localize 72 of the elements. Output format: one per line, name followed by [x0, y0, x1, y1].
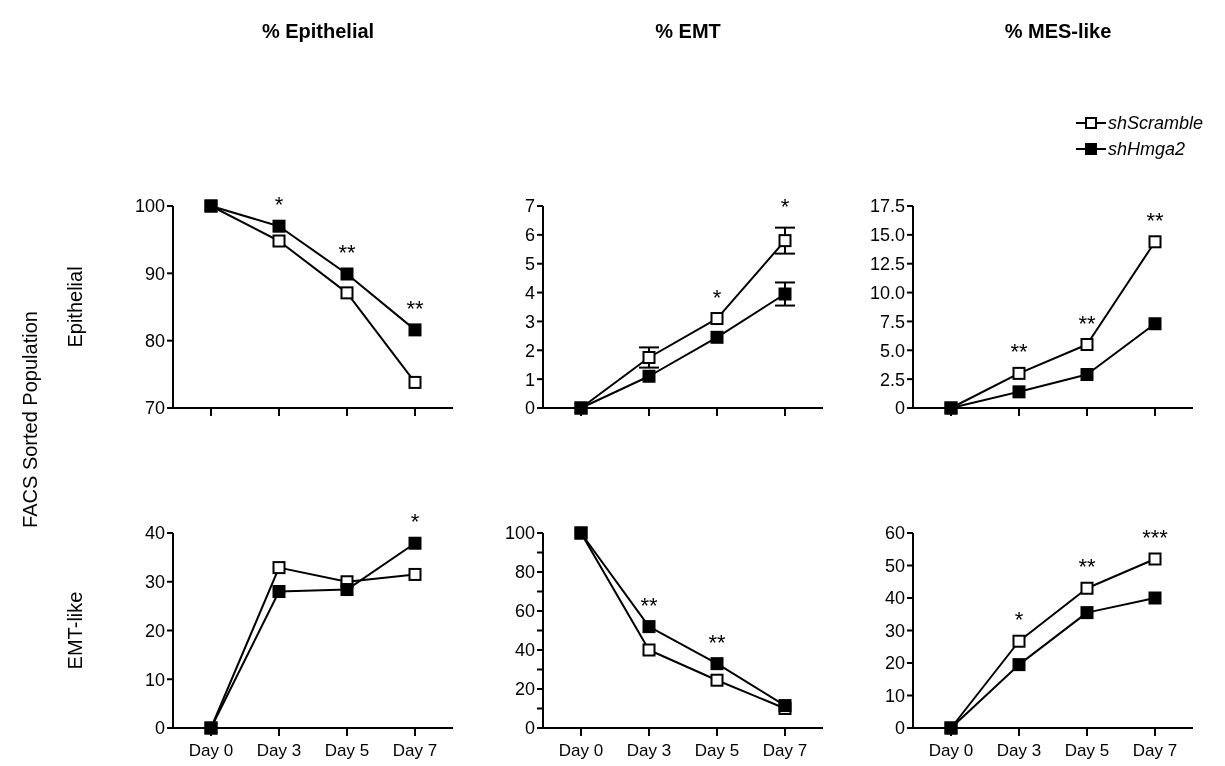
y-tick-label: 5.0	[879, 340, 905, 361]
y-tick-label: 90	[144, 263, 165, 284]
annotation: **	[1010, 339, 1028, 365]
annotation: *	[1014, 607, 1024, 633]
annotation: ***	[1142, 525, 1169, 550]
y-tick-label: 10	[884, 685, 905, 706]
annotation: **	[1146, 207, 1164, 233]
y-tick-label: 7	[524, 196, 535, 217]
x-tick-label: Day 3	[256, 741, 302, 761]
x-tick-label: Day 3	[996, 741, 1042, 761]
annotation: **	[406, 295, 424, 321]
y-tick-label: 2	[524, 340, 535, 361]
x-tick-label: Day 0	[928, 741, 974, 761]
chart-title: % MES-like	[1003, 20, 1113, 43]
annotation: **	[1078, 310, 1096, 336]
chart-title: % Epithelial	[260, 20, 376, 43]
annotation: *	[274, 192, 284, 218]
y-tick-label: 17.5	[869, 196, 905, 217]
y-tick-label: 5	[524, 254, 535, 275]
x-tick-label: Day 0	[188, 741, 234, 761]
y-tick-label: 60	[514, 601, 535, 622]
y-tick-label: 50	[884, 555, 905, 576]
y-tick-label: 80	[144, 331, 165, 352]
annotation: **	[640, 592, 658, 618]
y-tick-label: 40	[884, 588, 905, 609]
y-tick-label: 70	[144, 398, 165, 419]
y-tick-label: 0	[524, 718, 535, 739]
y-tick-label: 4	[524, 282, 535, 303]
annotation: *	[410, 509, 420, 535]
x-tick-label: Day 7	[1132, 741, 1178, 761]
y-axis-title: EMT-like	[64, 591, 87, 670]
y-tick-label: 3	[524, 311, 535, 332]
annotation: **	[338, 240, 356, 266]
y-tick-label: 80	[514, 562, 535, 583]
y-tick-label: 0	[894, 718, 905, 739]
chart-title: % EMT	[654, 20, 722, 43]
x-tick-label: Day 3	[626, 741, 672, 761]
x-tick-label: Day 7	[392, 741, 438, 761]
y-tick-label: 100	[134, 196, 165, 217]
y-tick-label: 0	[154, 718, 165, 739]
y-tick-label: 10	[144, 669, 165, 690]
y-tick-label: 0	[524, 398, 535, 419]
x-tick-label: Day 5	[1064, 741, 1110, 761]
y-tick-label: 6	[524, 225, 535, 246]
legend-label: shScramble	[1107, 112, 1203, 134]
y-tick-label: 10.0	[869, 282, 905, 303]
text: FACS Sorted Population	[18, 310, 42, 530]
y-tick-label: 15.0	[869, 225, 905, 246]
y-tick-label: 7.5	[879, 311, 905, 332]
y-tick-label: 20	[884, 653, 905, 674]
y-tick-label: 2.5	[879, 369, 905, 390]
x-tick-label: Day 5	[694, 741, 740, 761]
annotation: **	[708, 629, 726, 655]
annotation: **	[1078, 554, 1096, 580]
y-tick-label: 40	[514, 640, 535, 661]
y-tick-label: 0	[894, 398, 905, 419]
y-tick-label: 30	[144, 572, 165, 593]
annotation: *	[780, 193, 790, 219]
x-tick-label: Day 0	[558, 741, 604, 761]
y-tick-label: 40	[144, 523, 165, 544]
x-tick-label: Day 5	[324, 741, 370, 761]
annotation: *	[712, 284, 722, 310]
y-tick-label: 100	[504, 523, 535, 544]
y-tick-label: 20	[514, 679, 535, 700]
y-tick-label: 12.5	[869, 254, 905, 275]
y-tick-label: 1	[524, 369, 535, 390]
y-tick-label: 60	[884, 523, 905, 544]
y-tick-label: 20	[144, 620, 165, 641]
y-tick-label: 30	[884, 620, 905, 641]
y-axis-title: Epithelial	[64, 266, 87, 348]
legend-label: shHmga2	[1107, 138, 1185, 160]
x-tick-label: Day 7	[762, 741, 808, 761]
